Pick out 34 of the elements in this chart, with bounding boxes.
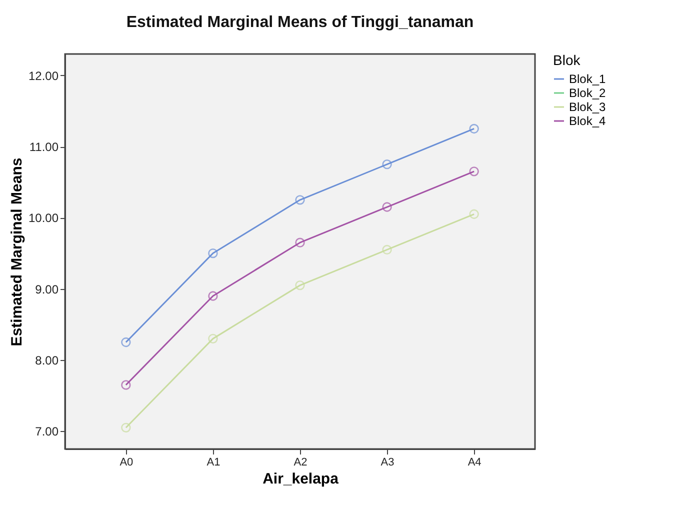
point bbox=[208, 291, 218, 301]
point bbox=[295, 195, 305, 205]
point bbox=[382, 202, 392, 212]
y-tick-label: 7.00 bbox=[35, 424, 59, 439]
legend-label: Blok_2 bbox=[569, 86, 606, 100]
y-tick-label: 10.00 bbox=[28, 211, 59, 226]
point bbox=[382, 244, 392, 255]
x-tick-label: A3 bbox=[380, 456, 394, 468]
x-tick-label: A1 bbox=[206, 456, 220, 468]
y-tick-label: 9.00 bbox=[35, 282, 59, 296]
legend-label: Blok_1 bbox=[569, 72, 606, 86]
x-tick-label: A2 bbox=[294, 456, 308, 468]
y-tick-label: 12.00 bbox=[28, 68, 59, 83]
point bbox=[295, 280, 305, 290]
point bbox=[208, 248, 218, 258]
x-axis-title: Air_kelapa bbox=[262, 470, 340, 488]
x-tick-label: A0 bbox=[120, 456, 134, 468]
y-tick-label: 11.00 bbox=[29, 140, 59, 154]
legend-label: Blok_4 bbox=[569, 114, 606, 128]
point bbox=[121, 337, 131, 348]
point bbox=[121, 380, 131, 390]
y-tick-label: 8.00 bbox=[35, 354, 59, 368]
chart-title: Estimated Marginal Means of Tinggi_tanaman bbox=[126, 14, 474, 31]
x-tick-label: A4 bbox=[468, 456, 482, 468]
legend-title: Blok bbox=[553, 52, 582, 68]
point bbox=[382, 159, 392, 170]
point bbox=[295, 238, 305, 248]
point bbox=[469, 166, 479, 176]
legend-label: Blok_3 bbox=[569, 100, 606, 114]
y-axis-title: Estimated Marginal Means bbox=[8, 158, 26, 346]
point bbox=[208, 334, 218, 344]
point bbox=[469, 209, 479, 219]
point bbox=[469, 124, 479, 134]
point bbox=[121, 422, 131, 432]
